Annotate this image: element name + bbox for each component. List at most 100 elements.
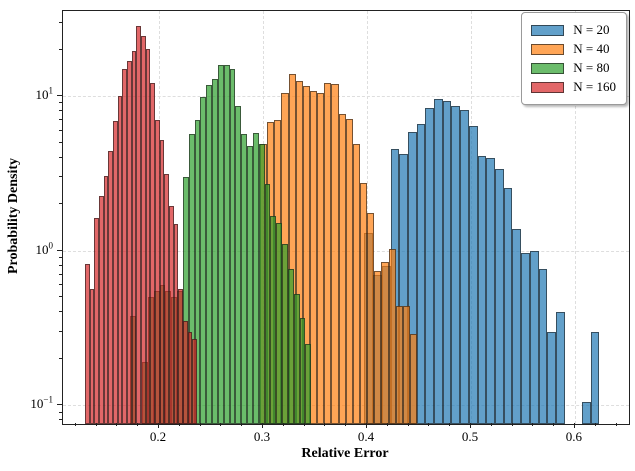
histogram-bar (264, 184, 271, 424)
histogram-bar (299, 317, 306, 424)
histogram-bar (460, 109, 469, 424)
legend-swatch-80 (531, 62, 565, 74)
histogram-bar (159, 140, 165, 424)
histogram-bar (94, 217, 99, 424)
histogram-bar (338, 113, 346, 424)
y-minor-tick (59, 330, 62, 332)
histogram-bar (590, 331, 600, 424)
histogram-bar (352, 143, 360, 424)
histogram-bar (324, 82, 332, 424)
x-minor-tick (449, 423, 451, 426)
legend-label: N = 20 (573, 22, 610, 37)
histogram-bar (305, 343, 312, 424)
legend-item: N = 40 (531, 41, 616, 57)
x-minor-tick (116, 423, 118, 426)
x-tick (573, 423, 575, 428)
y-minor-tick (59, 419, 62, 421)
y-tick (57, 249, 62, 251)
histogram-bar (486, 157, 495, 424)
histogram-bar (212, 78, 218, 424)
x-minor-tick (511, 423, 513, 426)
histogram-bar (477, 156, 487, 424)
x-minor-tick (345, 423, 347, 426)
histogram-bar (126, 60, 132, 424)
histogram-bar (293, 293, 300, 424)
legend-item: N = 160 (531, 79, 616, 95)
y-minor-tick (59, 176, 62, 178)
histogram-bar (309, 90, 318, 424)
histogram-bar (538, 268, 548, 424)
histogram-bar (521, 252, 530, 424)
y-minor-tick (59, 129, 62, 131)
y-minor-tick (59, 48, 62, 50)
histogram-bar (425, 108, 435, 424)
histogram-bar (187, 331, 193, 424)
histogram-bar (140, 35, 146, 424)
histogram-bar (388, 248, 396, 424)
legend-label: N = 160 (573, 79, 616, 94)
legend: N = 20 N = 40 N = 80 N = 160 (521, 12, 627, 105)
histogram-bar (164, 173, 169, 424)
histogram-bar (409, 334, 418, 424)
y-minor-tick (59, 357, 62, 359)
x-tick-label: 0.2 (149, 429, 167, 444)
x-minor-tick (241, 423, 243, 426)
legend-label: N = 40 (573, 41, 610, 56)
histogram-bar (247, 145, 253, 424)
x-minor-tick (428, 423, 430, 426)
histogram-bar (108, 150, 113, 424)
legend-item: N = 20 (531, 22, 616, 38)
x-minor-tick (303, 423, 305, 426)
histogram-bar (276, 222, 283, 424)
histogram-bar (229, 68, 236, 424)
histogram-bar (235, 105, 242, 424)
y-tick-label: 101 (35, 86, 54, 103)
x-tick (365, 423, 367, 428)
histogram-bar (223, 64, 230, 424)
histogram-bar (317, 93, 325, 424)
histogram-bar (512, 228, 522, 424)
x-minor-tick (199, 423, 201, 426)
histogram-bar (416, 124, 426, 424)
x-minor-tick (386, 423, 388, 426)
x-tick-label: 0.6 (565, 429, 583, 444)
legend-swatch-160 (531, 81, 565, 93)
histogram-bar (112, 120, 118, 424)
x-minor-tick (95, 423, 97, 426)
histogram-bar (374, 271, 382, 424)
y-minor-tick (59, 203, 62, 205)
histogram-bar (451, 105, 461, 424)
x-tick-label: 0.5 (461, 429, 479, 444)
histogram-bar (241, 134, 248, 424)
x-minor-tick (74, 423, 76, 426)
histogram-bar (98, 195, 104, 424)
histogram-bar (468, 125, 478, 424)
histogram-bar (154, 120, 160, 424)
histogram-bar (331, 84, 339, 424)
histogram-bar (367, 213, 375, 424)
y-minor-tick (59, 311, 62, 313)
histogram-bar (270, 215, 277, 424)
y-minor-tick (59, 141, 62, 143)
y-minor-tick (59, 411, 62, 413)
histogram-bar (150, 83, 155, 424)
histogram-bar (345, 118, 353, 424)
x-minor-tick (615, 423, 617, 426)
y-tick-label: 10−1 (30, 395, 53, 412)
legend-item: N = 80 (531, 60, 616, 76)
histogram-bar (381, 261, 389, 424)
y-minor-tick (59, 21, 62, 23)
y-minor-tick (59, 273, 62, 275)
histogram-bar (442, 101, 452, 424)
y-minor-tick (59, 257, 62, 259)
x-minor-tick (553, 423, 555, 426)
y-tick-label: 100 (35, 240, 54, 257)
histogram-bar (145, 48, 151, 424)
y-minor-tick (59, 284, 62, 286)
histogram-bar (282, 243, 288, 424)
x-minor-tick (178, 423, 180, 426)
histogram-bar (117, 95, 123, 424)
y-minor-tick (59, 156, 62, 158)
y-minor-tick (59, 264, 62, 266)
histogram-bar (194, 120, 201, 424)
